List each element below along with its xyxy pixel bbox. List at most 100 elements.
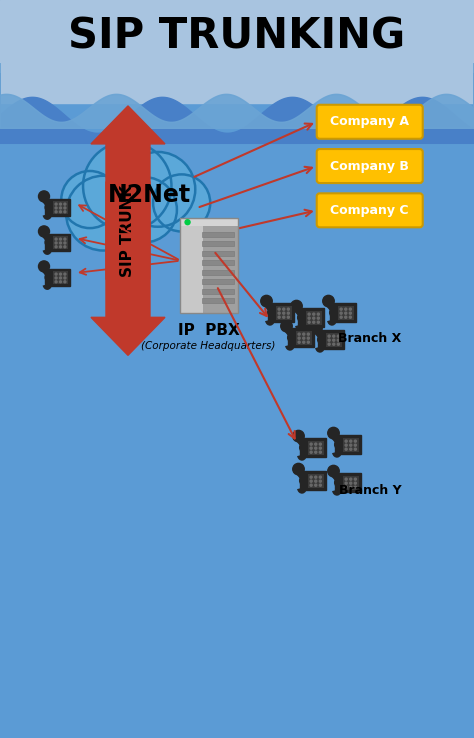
Circle shape <box>345 448 347 450</box>
Circle shape <box>64 207 66 209</box>
Circle shape <box>45 273 54 282</box>
Circle shape <box>55 246 57 248</box>
Circle shape <box>60 273 62 275</box>
Polygon shape <box>335 435 361 454</box>
Circle shape <box>308 321 310 323</box>
Bar <box>201 261 234 265</box>
Polygon shape <box>294 468 305 483</box>
Circle shape <box>354 482 356 484</box>
Bar <box>180 218 203 313</box>
Circle shape <box>60 211 62 213</box>
Circle shape <box>315 447 317 449</box>
Polygon shape <box>298 308 324 327</box>
Polygon shape <box>0 63 474 128</box>
Polygon shape <box>262 300 273 315</box>
Circle shape <box>64 277 66 279</box>
Circle shape <box>83 142 172 230</box>
Polygon shape <box>300 438 326 457</box>
Circle shape <box>293 463 304 475</box>
FancyBboxPatch shape <box>317 149 423 183</box>
Circle shape <box>60 203 62 205</box>
Bar <box>203 218 237 313</box>
Circle shape <box>55 211 57 213</box>
Bar <box>201 279 234 284</box>
Circle shape <box>350 444 352 446</box>
Circle shape <box>45 238 54 246</box>
Bar <box>343 476 359 489</box>
Circle shape <box>350 440 352 442</box>
Circle shape <box>350 448 352 450</box>
Circle shape <box>38 261 49 272</box>
Bar <box>0 0 474 103</box>
Circle shape <box>313 321 315 323</box>
Circle shape <box>303 333 305 335</box>
Circle shape <box>335 478 344 487</box>
Circle shape <box>333 339 335 341</box>
Circle shape <box>153 174 210 232</box>
Circle shape <box>345 316 347 318</box>
FancyBboxPatch shape <box>317 105 423 139</box>
Bar <box>308 474 324 488</box>
Text: Company B: Company B <box>330 159 409 173</box>
Text: Company A: Company A <box>330 115 409 128</box>
Text: N2Net: N2Net <box>108 183 191 207</box>
Circle shape <box>319 484 321 486</box>
Circle shape <box>291 300 302 312</box>
Circle shape <box>349 312 351 314</box>
Bar <box>53 236 68 249</box>
Circle shape <box>350 486 352 489</box>
Circle shape <box>315 480 317 482</box>
Circle shape <box>55 242 57 244</box>
Circle shape <box>333 335 335 337</box>
Circle shape <box>337 343 339 345</box>
Circle shape <box>283 308 285 310</box>
Circle shape <box>60 277 62 279</box>
Circle shape <box>354 478 356 480</box>
Circle shape <box>61 171 118 228</box>
Circle shape <box>337 335 339 337</box>
Circle shape <box>55 203 57 205</box>
Circle shape <box>311 323 322 334</box>
Bar <box>337 306 354 320</box>
Bar <box>201 251 234 255</box>
Circle shape <box>328 427 339 439</box>
Bar <box>306 311 322 325</box>
Circle shape <box>328 335 330 337</box>
Bar <box>201 289 234 294</box>
Circle shape <box>350 478 352 480</box>
Circle shape <box>333 343 335 345</box>
Polygon shape <box>318 331 344 349</box>
Circle shape <box>328 343 330 345</box>
Circle shape <box>60 238 62 240</box>
Circle shape <box>55 273 57 275</box>
Circle shape <box>111 177 177 242</box>
Circle shape <box>354 486 356 489</box>
Circle shape <box>66 176 141 250</box>
Circle shape <box>307 333 310 335</box>
Polygon shape <box>292 305 303 320</box>
Circle shape <box>303 341 305 343</box>
Circle shape <box>319 480 321 482</box>
Circle shape <box>298 341 300 343</box>
Circle shape <box>293 430 304 442</box>
Circle shape <box>55 238 57 240</box>
Circle shape <box>55 281 57 283</box>
Bar <box>53 201 68 214</box>
Circle shape <box>120 152 195 227</box>
Circle shape <box>278 316 280 318</box>
Circle shape <box>335 440 344 449</box>
Circle shape <box>38 191 49 202</box>
Text: SIP TRUNK: SIP TRUNK <box>120 184 136 277</box>
Circle shape <box>310 484 312 486</box>
Circle shape <box>310 447 312 449</box>
Circle shape <box>345 444 347 446</box>
Circle shape <box>308 317 310 320</box>
Circle shape <box>268 308 277 317</box>
Circle shape <box>328 339 330 341</box>
Bar <box>201 241 234 246</box>
Circle shape <box>310 476 312 478</box>
Circle shape <box>261 295 272 307</box>
Circle shape <box>315 476 317 478</box>
Circle shape <box>354 448 356 450</box>
Circle shape <box>64 203 66 205</box>
